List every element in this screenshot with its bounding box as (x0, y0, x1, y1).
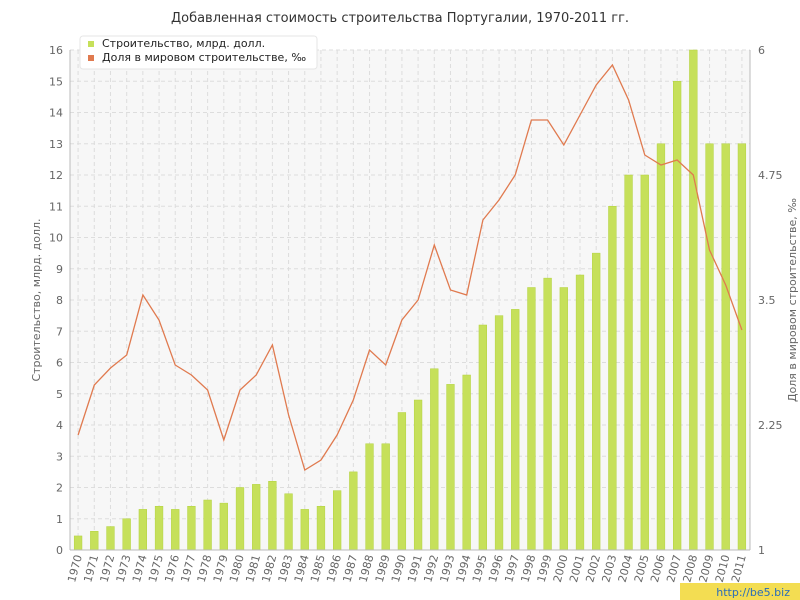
y-left-tick-label: 13 (49, 138, 63, 151)
bar-1986 (333, 490, 342, 551)
y-left-tick-label: 11 (49, 200, 63, 213)
y-left-tick-label: 14 (49, 107, 63, 120)
y-left-tick-label: 10 (49, 232, 63, 245)
y-right-tick-label: 3.5 (758, 294, 776, 307)
bar-1989 (381, 443, 390, 551)
y-left-tick-label: 0 (56, 544, 63, 557)
bar-1993 (446, 384, 455, 551)
y-axis-right-label: Доля в мировом строительстве, ‰ (786, 198, 799, 402)
bar-1996 (494, 315, 504, 551)
legend-label-bars: Строительство, млрд. долл. (102, 37, 265, 50)
bar-1999 (543, 277, 552, 551)
bar-1995 (478, 324, 487, 551)
watermark-link[interactable]: http://be5.biz (716, 586, 790, 599)
bar-1984 (300, 509, 309, 551)
bar-1985 (316, 506, 326, 551)
bar-1992 (430, 368, 439, 551)
y-right-tick-label: 4.75 (758, 169, 783, 182)
line-series (77, 63, 743, 472)
bar-2011 (737, 143, 747, 551)
legend-box (79, 35, 318, 70)
y-left-tick-label: 3 (56, 450, 63, 463)
bar-1994 (462, 374, 471, 551)
y-left-tick-label: 12 (49, 169, 63, 182)
bar-1998 (527, 287, 536, 551)
y-left-tick-label: 8 (56, 294, 63, 307)
bar-2004 (624, 174, 633, 551)
bar-1974 (138, 509, 147, 551)
y-axis-left-label: Строительство, млрд. долл. (30, 218, 43, 381)
bar-series (73, 49, 747, 551)
bar-1975 (154, 506, 164, 551)
bar-1981 (252, 484, 261, 551)
bar-1997 (511, 309, 520, 551)
bar-1971 (90, 531, 99, 551)
y-left-tick-label: 5 (56, 388, 63, 401)
bar-1983 (284, 493, 293, 551)
y-left-tick-label: 6 (56, 357, 63, 370)
bar-1980 (235, 487, 245, 551)
y-left-tick-label: 1 (56, 513, 63, 526)
y-left-tick-label: 2 (56, 482, 63, 495)
y-left-tick-label: 7 (56, 325, 63, 338)
y-left-tick-label: 15 (49, 75, 63, 88)
chart-title: Добавленная стоимость строительства Порт… (171, 11, 629, 26)
bar-2005 (640, 174, 649, 551)
y-right-tick-label: 1 (758, 544, 765, 557)
bar-1973 (122, 518, 131, 551)
bar-1979 (219, 502, 228, 551)
bar-1987 (349, 471, 358, 551)
bar-2006 (656, 143, 666, 551)
y-right-tick-label: 2.25 (758, 419, 783, 432)
bar-1977 (187, 506, 196, 551)
bar-2002 (592, 252, 601, 551)
bar-1978 (203, 499, 212, 551)
bar-2000 (559, 287, 568, 551)
y-right-ticks: 1 2.25 3.5 4.75 6 (758, 44, 783, 557)
y-left-tick-label: 4 (56, 419, 63, 432)
bar-1972 (106, 526, 115, 551)
share-line (77, 63, 743, 472)
bar-1970 (73, 535, 83, 551)
watermark-background (680, 583, 800, 600)
bar-2010 (721, 143, 730, 551)
bar-1976 (171, 509, 180, 551)
y-left-tick-label: 16 (49, 44, 63, 57)
legend: Строительство, млрд. долл. Доля в мирово… (79, 35, 318, 70)
y-left-tick-label: 9 (56, 263, 63, 276)
bar-2007 (673, 81, 682, 551)
y-right-tick-label: 6 (758, 44, 765, 57)
bar-2008 (689, 49, 698, 551)
bar-2003 (608, 206, 617, 551)
bar-2009 (705, 143, 714, 551)
bar-1988 (365, 443, 374, 551)
legend-label-line: Доля в мировом строительстве, ‰ (102, 51, 306, 64)
legend-swatch-bars (88, 41, 94, 47)
bar-1982 (268, 481, 277, 551)
legend-swatch-line (88, 55, 94, 61)
bar-1991 (413, 399, 423, 551)
watermark: http://be5.biz (680, 583, 800, 600)
bar-2001 (575, 274, 585, 551)
bar-1990 (397, 412, 407, 551)
